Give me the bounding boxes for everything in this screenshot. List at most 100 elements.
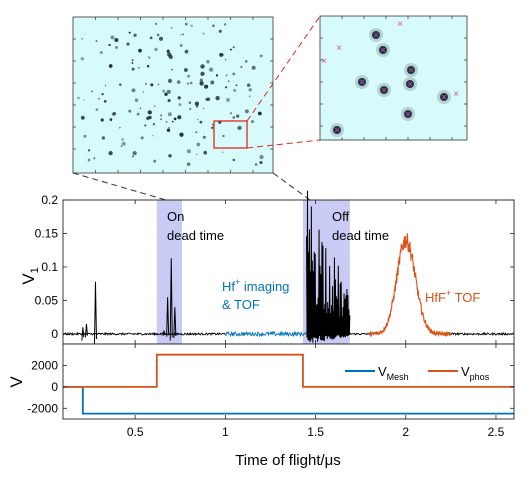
camera-spot (145, 83, 147, 85)
camera-spot (194, 101, 199, 106)
zoom-blob (372, 31, 380, 39)
camera-spots (77, 22, 264, 166)
hff-tof-trace (369, 233, 452, 338)
top-y-axis-label: V1 (19, 267, 41, 284)
camera-spot (254, 163, 258, 166)
camera-spot (112, 112, 116, 116)
legend-label-vphos: Vphos (461, 364, 490, 382)
top-y-tick-label: 0.2 (41, 193, 58, 207)
camera-spot (249, 95, 251, 97)
x-axis-label: Time of flight/μs (235, 452, 341, 469)
camera-spot (186, 162, 191, 166)
camera-spot (186, 149, 191, 154)
camera-spot (246, 83, 251, 87)
camera-spot (199, 120, 203, 124)
camera-spot (108, 64, 113, 68)
camera-spot (179, 44, 183, 47)
camera-spot (158, 36, 164, 41)
bottom-x-tick-label: 2 (402, 425, 409, 439)
camera-spot (149, 36, 153, 40)
camera-spot (103, 99, 107, 103)
zoom-marker: × (405, 109, 410, 119)
camera-spot (183, 68, 188, 72)
camera-spot (203, 150, 208, 155)
baseline-trace (450, 331, 515, 337)
camera-spot (162, 89, 166, 93)
camera-spot (132, 150, 137, 156)
camera-spot (259, 54, 263, 58)
camera-spot (108, 43, 111, 47)
camera-spot (119, 83, 122, 86)
bottom-y-ticks: 2000 0 -2000 (27, 358, 514, 415)
baseline-trace (62, 331, 226, 337)
top-series (62, 190, 515, 345)
camera-spot (199, 81, 204, 86)
camera-spot (156, 33, 160, 37)
off-burst-trace (306, 190, 351, 343)
camera-spot (148, 57, 151, 59)
camera-spot (189, 107, 192, 110)
zoom-marker: × (334, 125, 339, 135)
camera-spot (171, 120, 174, 123)
bottom-plot-area (63, 344, 514, 419)
camera-image-panel (72, 16, 274, 174)
zoom-marker: × (408, 65, 413, 75)
image-connector-right (272, 172, 311, 201)
camera-spot (152, 122, 156, 126)
zoom-connector-bottom (246, 139, 321, 149)
camera-spot (259, 160, 263, 165)
camera-spot (196, 118, 199, 121)
camera-spot (108, 150, 113, 156)
camera-spot (227, 80, 230, 83)
bottom-x-tick-label: 0.5 (127, 425, 144, 439)
camera-spot (115, 46, 118, 49)
hf-imaging-label-line2: & TOF (222, 297, 260, 312)
camera-spot (139, 107, 142, 110)
ringing-spike (162, 330, 166, 337)
zoom-region-box (213, 120, 248, 149)
bottom-trace-panel: 2000 0 -2000 0.5 1 1.5 2 2.5 V Time of flight/… (7, 343, 515, 469)
camera-spot (182, 33, 185, 36)
camera-spot (152, 134, 154, 137)
bottom-series (63, 353, 514, 415)
camera-spot (165, 120, 168, 123)
camera-spot (133, 33, 137, 37)
camera-spot (195, 131, 198, 134)
on-dead-time-label-line2: dead time (167, 228, 224, 243)
zoom-blob (333, 126, 341, 134)
camera-spot (164, 92, 168, 96)
camera-spot (168, 127, 170, 129)
camera-spot (251, 65, 256, 70)
camera-spot (119, 127, 121, 129)
camera-spot (210, 80, 215, 85)
camera-spot (166, 128, 171, 132)
camera-spot (208, 67, 214, 72)
zoom-marker: × (321, 56, 327, 67)
camera-spot (206, 59, 210, 64)
camera-spot (189, 81, 193, 85)
camera-spot (177, 96, 181, 100)
camera-spot (166, 49, 170, 53)
camera-spot (225, 74, 228, 77)
camera-spot (184, 22, 188, 26)
on-dead-time-label-line1: On (167, 209, 184, 224)
legend-label-vmesh: VMesh (378, 364, 409, 382)
top-y-tick-label: 0.1 (41, 260, 58, 274)
top-plot-area (63, 200, 514, 344)
camera-spot (248, 88, 252, 92)
camera-spot (101, 92, 104, 96)
camera-spot (226, 97, 230, 102)
camera-spot (187, 74, 191, 78)
camera-spot (147, 56, 150, 58)
camera-spot (229, 48, 232, 51)
zoom-blob (358, 78, 366, 86)
camera-spot (167, 78, 173, 84)
camera-spot (177, 115, 182, 120)
camera-spot (235, 84, 238, 87)
top-y-ticks: 0.2 0.15 0.1 0.05 0 (35, 193, 514, 341)
legend: VMesh Vphos (345, 364, 490, 382)
camera-spot (83, 134, 87, 138)
camera-spot (81, 37, 83, 40)
camera-spot (109, 118, 113, 121)
